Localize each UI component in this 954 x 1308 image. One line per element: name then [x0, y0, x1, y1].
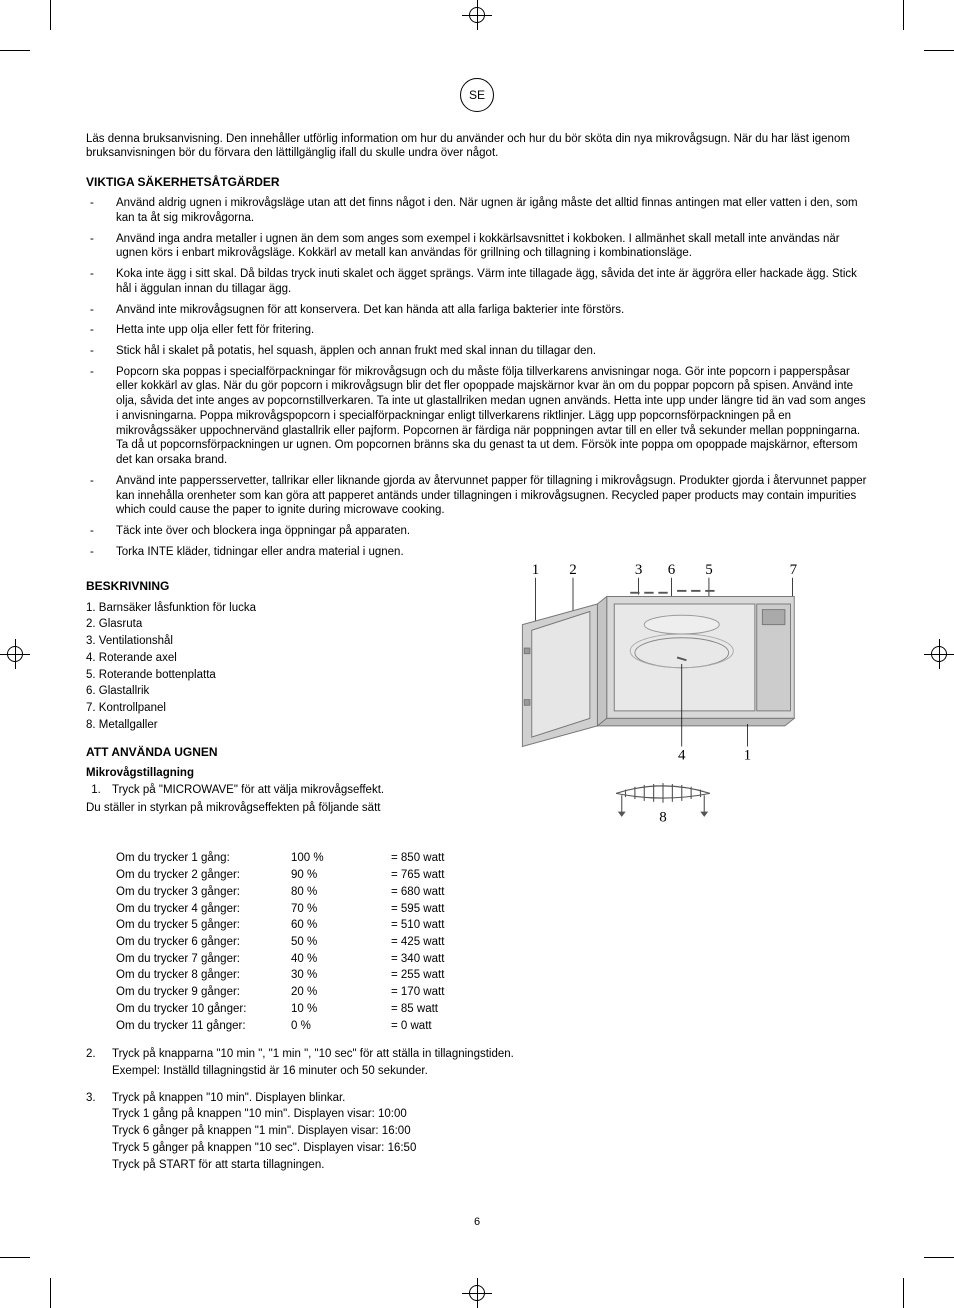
safety-item: Använd aldrig ugnen i mikrovågsläge utan… — [86, 196, 868, 225]
desc-item: 4. Roterande axel — [86, 651, 493, 666]
desc-item: 6. Glastallrik — [86, 684, 493, 699]
crop-mark — [903, 1278, 904, 1308]
step-2: 2. Tryck på knapparna "10 min ", "1 min … — [86, 1047, 868, 1080]
svg-text:6: 6 — [667, 562, 675, 578]
safety-item: Använd inte mikrovågsugnen för att konse… — [86, 303, 868, 318]
power-watt: = 765 watt — [391, 868, 491, 883]
svg-text:2: 2 — [569, 562, 577, 578]
power-watt: = 425 watt — [391, 935, 491, 950]
safety-item: Hetta inte upp olja eller fett för frite… — [86, 323, 868, 338]
power-watt: = 510 watt — [391, 918, 491, 933]
safety-item: Torka INTE kläder, tidningar eller andra… — [86, 545, 868, 560]
microwave-diagram: 1 2 3 6 5 7 — [513, 559, 813, 840]
power-pct: 30 % — [291, 968, 391, 983]
safety-item: Koka inte ägg i sitt skal. Då bildas try… — [86, 267, 868, 296]
power-pct: 60 % — [291, 918, 391, 933]
power-intro: Du ställer in styrkan på mikrovågseffekt… — [86, 801, 493, 816]
heading-microwave-cooking: Mikrovågstillagning — [86, 766, 493, 781]
page-number: 6 — [474, 1216, 480, 1228]
power-pct: 40 % — [291, 952, 391, 967]
power-watt: = 340 watt — [391, 952, 491, 967]
language-badge: SE — [460, 78, 494, 112]
step-list: Tryck på "MICROWAVE" för att välja mikro… — [86, 783, 493, 798]
power-press: Om du trycker 11 gånger: — [116, 1019, 291, 1034]
step-line: Tryck 1 gång på knappen "10 min". Displa… — [112, 1107, 868, 1122]
crop-mark — [0, 50, 30, 51]
step-line: Tryck 5 gånger på knappen "10 sec". Disp… — [112, 1141, 868, 1156]
power-press: Om du trycker 3 gånger: — [116, 885, 291, 900]
power-pct: 50 % — [291, 935, 391, 950]
desc-item: 5. Roterande bottenplatta — [86, 668, 493, 683]
power-pct: 80 % — [291, 885, 391, 900]
heading-description: BESKRIVNING — [86, 579, 493, 594]
power-watt: = 680 watt — [391, 885, 491, 900]
desc-item: 1. Barnsäker låsfunktion för lucka — [86, 601, 493, 616]
svg-text:8: 8 — [659, 810, 667, 826]
power-pct: 0 % — [291, 1019, 391, 1034]
heading-use: ATT ANVÄNDA UGNEN — [86, 745, 493, 760]
power-watt: = 850 watt — [391, 851, 491, 866]
step-line: Exempel: Inställd tillagningstid är 16 m… — [112, 1064, 868, 1079]
step-line: Tryck på START för att starta tillagning… — [112, 1158, 868, 1173]
power-press: Om du trycker 7 gånger: — [116, 952, 291, 967]
desc-item: 8. Metallgaller — [86, 718, 493, 733]
svg-text:7: 7 — [789, 562, 797, 578]
safety-item: Använd inte pappersservetter, tallrikar … — [86, 474, 868, 518]
power-press: Om du trycker 10 gånger: — [116, 1002, 291, 1017]
power-press: Om du trycker 4 gånger: — [116, 902, 291, 917]
power-pct: 90 % — [291, 868, 391, 883]
power-press: Om du trycker 5 gånger: — [116, 918, 291, 933]
registration-mark-icon — [462, 1278, 492, 1308]
svg-text:3: 3 — [635, 562, 643, 578]
power-press: Om du trycker 2 gånger: — [116, 868, 291, 883]
registration-mark-icon — [462, 0, 492, 30]
power-watt: = 170 watt — [391, 985, 491, 1000]
desc-item: 3. Ventilationshål — [86, 634, 493, 649]
registration-mark-icon — [924, 639, 954, 669]
crop-mark — [50, 1278, 51, 1308]
step-3: 3. Tryck på knappen "10 min". Displayen … — [86, 1091, 868, 1175]
power-watt: = 0 watt — [391, 1019, 491, 1034]
step-1: Tryck på "MICROWAVE" för att välja mikro… — [104, 783, 493, 798]
power-watt: = 255 watt — [391, 968, 491, 983]
safety-item: Använd inga andra metaller i ugnen än de… — [86, 232, 868, 261]
crop-mark — [50, 0, 51, 30]
description-list: 1. Barnsäker låsfunktion för lucka 2. Gl… — [86, 601, 493, 733]
svg-text:4: 4 — [678, 748, 686, 764]
power-press: Om du trycker 8 gånger: — [116, 968, 291, 983]
svg-text:5: 5 — [705, 562, 713, 578]
power-press: Om du trycker 9 gånger: — [116, 985, 291, 1000]
step-line: Tryck 6 gånger på knappen "1 min". Displ… — [112, 1124, 868, 1139]
registration-mark-icon — [0, 639, 30, 669]
power-pct: 20 % — [291, 985, 391, 1000]
power-press: Om du trycker 6 gånger: — [116, 935, 291, 950]
crop-mark — [0, 1257, 30, 1258]
intro-paragraph: Läs denna bruksanvisning. Den innehåller… — [86, 132, 868, 161]
safety-item: Popcorn ska poppas i specialförpackninga… — [86, 365, 868, 468]
power-press: Om du trycker 1 gång: — [116, 851, 291, 866]
step-line: Tryck på knapparna "10 min ", "1 min ", … — [112, 1047, 868, 1062]
safety-item: Stick hål i skalet på potatis, hel squas… — [86, 344, 868, 359]
step-number: 3. — [86, 1091, 112, 1175]
safety-item: Täck inte över och blockera inga öppning… — [86, 524, 868, 539]
svg-text:1: 1 — [743, 748, 751, 764]
power-table: Om du trycker 1 gång:100 %= 850 watt Om … — [116, 851, 868, 1033]
power-pct: 100 % — [291, 851, 391, 866]
heading-safety: VIKTIGA SÄKERHETSÅTGÄRDER — [86, 175, 868, 190]
power-watt: = 85 watt — [391, 1002, 491, 1017]
safety-list: Använd aldrig ugnen i mikrovågsläge utan… — [86, 196, 868, 559]
crop-mark — [924, 50, 954, 51]
step-number: 2. — [86, 1047, 112, 1080]
power-pct: 70 % — [291, 902, 391, 917]
svg-text:1: 1 — [531, 562, 539, 578]
power-pct: 10 % — [291, 1002, 391, 1017]
crop-mark — [924, 1257, 954, 1258]
desc-item: 2. Glasruta — [86, 617, 493, 632]
desc-item: 7. Kontrollpanel — [86, 701, 493, 716]
step-line: Tryck på knappen "10 min". Displayen bli… — [112, 1091, 868, 1106]
power-watt: = 595 watt — [391, 902, 491, 917]
crop-mark — [903, 0, 904, 30]
